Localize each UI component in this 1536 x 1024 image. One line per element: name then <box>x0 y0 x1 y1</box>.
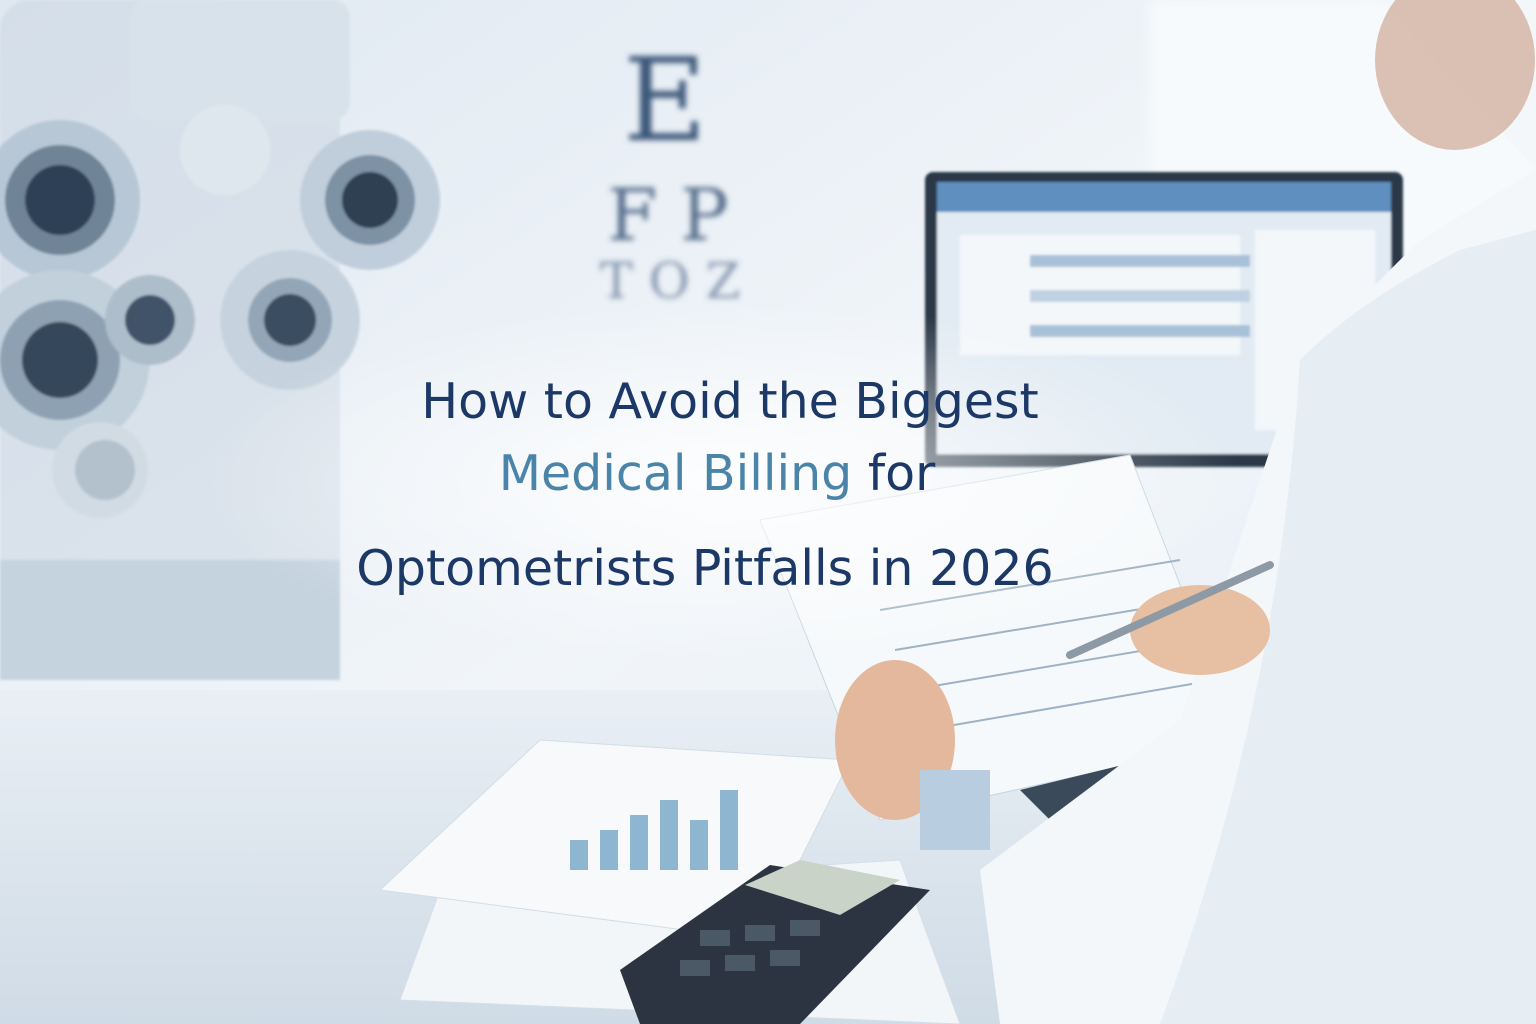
title-line: Optometrists Pitfalls in 2026 <box>356 540 1053 597</box>
title-line: Medical Billing for <box>499 445 936 502</box>
person <box>835 0 1536 1024</box>
eye-chart-row: E <box>623 34 707 168</box>
title-line: How to Avoid the Biggest <box>421 373 1038 430</box>
title: How to Avoid the Biggest Medical Billing… <box>356 373 1053 597</box>
eye-chart-row: F P <box>607 173 728 257</box>
title-text: for <box>868 445 936 502</box>
eye-chart: E F P T O Z <box>600 34 741 310</box>
title-highlight: Medical Billing <box>499 445 853 502</box>
title-glow <box>200 300 1240 660</box>
calculator <box>620 860 930 1024</box>
